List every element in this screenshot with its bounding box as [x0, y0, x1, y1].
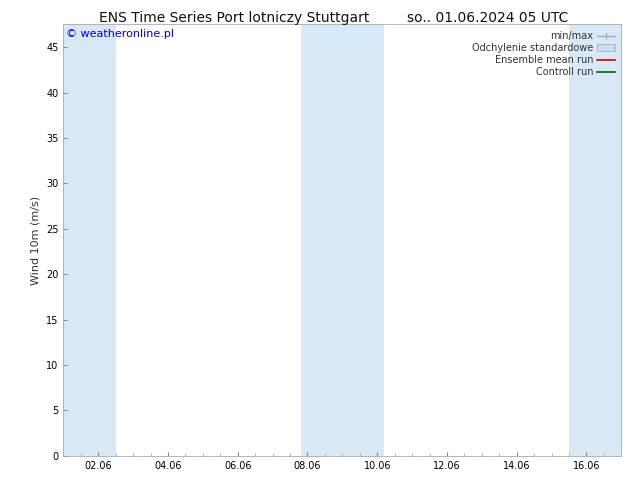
Bar — [63, 24, 115, 456]
Text: ENS Time Series Port lotniczy Stuttgart: ENS Time Series Port lotniczy Stuttgart — [100, 11, 370, 25]
Text: © weatheronline.pl: © weatheronline.pl — [66, 29, 174, 39]
Text: so.. 01.06.2024 05 UTC: so.. 01.06.2024 05 UTC — [408, 11, 569, 25]
Bar — [569, 24, 621, 456]
Bar — [301, 24, 384, 456]
Legend: min/max, Odchylenie standardowe, Ensemble mean run, Controll run: min/max, Odchylenie standardowe, Ensembl… — [470, 29, 616, 79]
Y-axis label: Wind 10m (m/s): Wind 10m (m/s) — [30, 196, 41, 285]
